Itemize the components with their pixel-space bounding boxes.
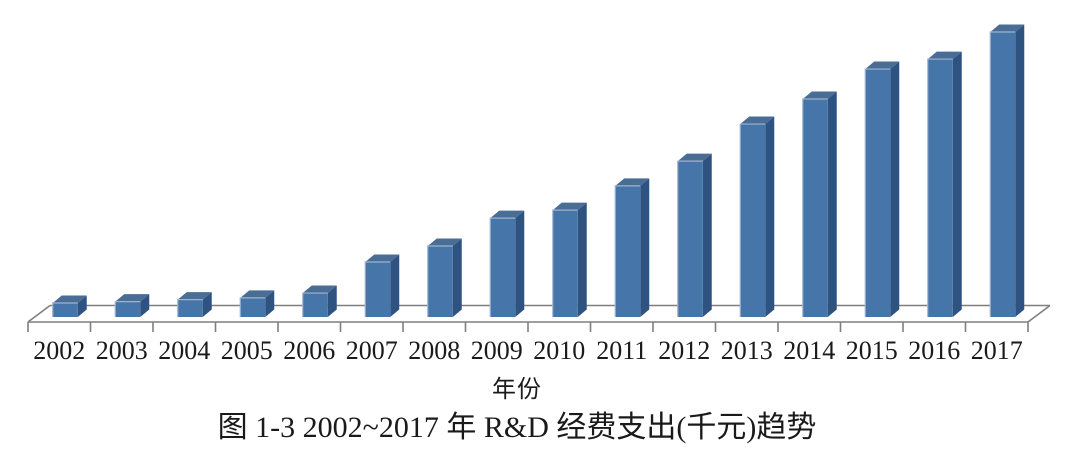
bar-edge-highlight-2015 [864,68,891,317]
bar-top-face-2008 [427,238,462,247]
bar-edge-highlight-2017 [989,31,1016,317]
bar-2008 [427,246,453,317]
bar-side-face-2007 [390,254,400,317]
bar-side-face-2016 [952,51,962,317]
floor-right-edge [1027,304,1051,323]
bar-top-face-2010 [552,202,587,211]
x-tick-label-2014: 2014 [783,336,835,365]
bar-edge-highlight-2012 [677,160,703,317]
bar-chart-3d: 2002 2003 2004 2005 2006 2007 2008 2009 2010 2011… [27,24,1051,365]
x-tick-label-2016: 2016 [908,336,960,365]
bar-side-face-2005 [265,290,275,317]
bar-2015 [865,69,891,317]
bar-2007 [365,261,391,317]
bar-edge-highlight-2014 [802,98,828,317]
bar-side-face-2012 [702,153,712,317]
x-axis-title: 年份 [492,377,542,403]
bar-side-face-2006 [327,285,337,317]
x-tick-label-2004: 2004 [158,336,210,365]
bar-top-face-2004 [177,292,212,300]
bar-top-face-2017 [990,24,1025,32]
bar-edge-highlight-2003 [114,301,141,317]
bar-top-face-2014 [802,91,837,99]
bar-top-face-2016 [927,51,962,60]
bar-side-face-2010 [577,202,587,317]
bar-side-face-2013 [765,116,775,318]
bar-top-face-2011 [615,178,650,186]
bar-edge-highlight-2013 [739,123,766,317]
x-tick-label-2015: 2015 [846,336,898,365]
bar-edge-highlight-2008 [427,245,453,317]
x-tick-label-2017: 2017 [971,336,1023,365]
bar-top-face-2013 [740,116,775,125]
bar-top-face-2006 [302,285,337,294]
x-tick-label-2006: 2006 [283,336,335,365]
bar-side-face-2014 [827,91,837,317]
floor-left-edge [27,304,51,323]
x-tick-label-2009: 2009 [471,336,523,365]
bar-side-face-2015 [890,61,900,317]
bar-edge-highlight-2002 [52,302,78,317]
bar-edge-highlight-2011 [614,185,641,317]
bar-top-face-2003 [115,294,150,302]
bar-top-face-2012 [677,153,712,162]
bar-2002 [52,303,78,317]
bar-side-face-2003 [140,294,150,317]
bar-side-face-2008 [452,238,462,317]
x-tick-label-2007: 2007 [346,336,398,365]
bar-edge-highlight-2007 [364,261,391,317]
bar-edge-highlight-2010 [552,209,578,317]
bar-side-face-2009 [515,210,525,317]
bar-edge-highlight-2004 [177,299,203,317]
x-tick-label-2012: 2012 [658,336,710,365]
bar-edge-highlight-2009 [489,217,516,317]
x-tick-label-2002: 2002 [33,336,85,365]
x-tick-label-2003: 2003 [96,336,148,365]
bar-edge-highlight-2016 [927,58,953,317]
x-tick-label-2008: 2008 [408,336,460,365]
bar-2012 [677,161,703,317]
bar-edge-highlight-2005 [239,297,266,317]
x-tick-label-2005: 2005 [221,336,273,365]
bar-2005 [240,297,266,317]
bar-2011 [615,185,641,317]
x-tick-label-2011: 2011 [596,336,647,365]
bar-edge-highlight-2006 [302,292,328,317]
x-tick-label-2013: 2013 [721,336,773,365]
bar-side-face-2004 [202,292,212,317]
bar-top-face-2005 [240,290,275,298]
figure-caption: 图 1-3 2002~2017 年 R&D 经费支出(千元)趋势 [217,411,817,444]
bar-2013 [740,124,766,318]
bar-top-face-2002 [52,295,87,304]
bar-top-face-2015 [865,61,900,70]
bar-2006 [302,293,328,317]
bar-side-face-2011 [640,178,650,317]
bar-2017 [990,32,1016,317]
x-tick-label-2010: 2010 [533,336,585,365]
bar-2014 [802,98,828,317]
bar-side-face-2017 [1015,24,1025,317]
bar-2009 [490,218,516,317]
bar-2003 [115,301,141,317]
bar-top-face-2007 [365,254,400,262]
bar-side-face-2002 [77,295,87,317]
bar-2010 [552,210,578,317]
bar-2016 [927,59,953,317]
bar-top-face-2009 [490,210,525,219]
bar-2004 [177,299,203,317]
